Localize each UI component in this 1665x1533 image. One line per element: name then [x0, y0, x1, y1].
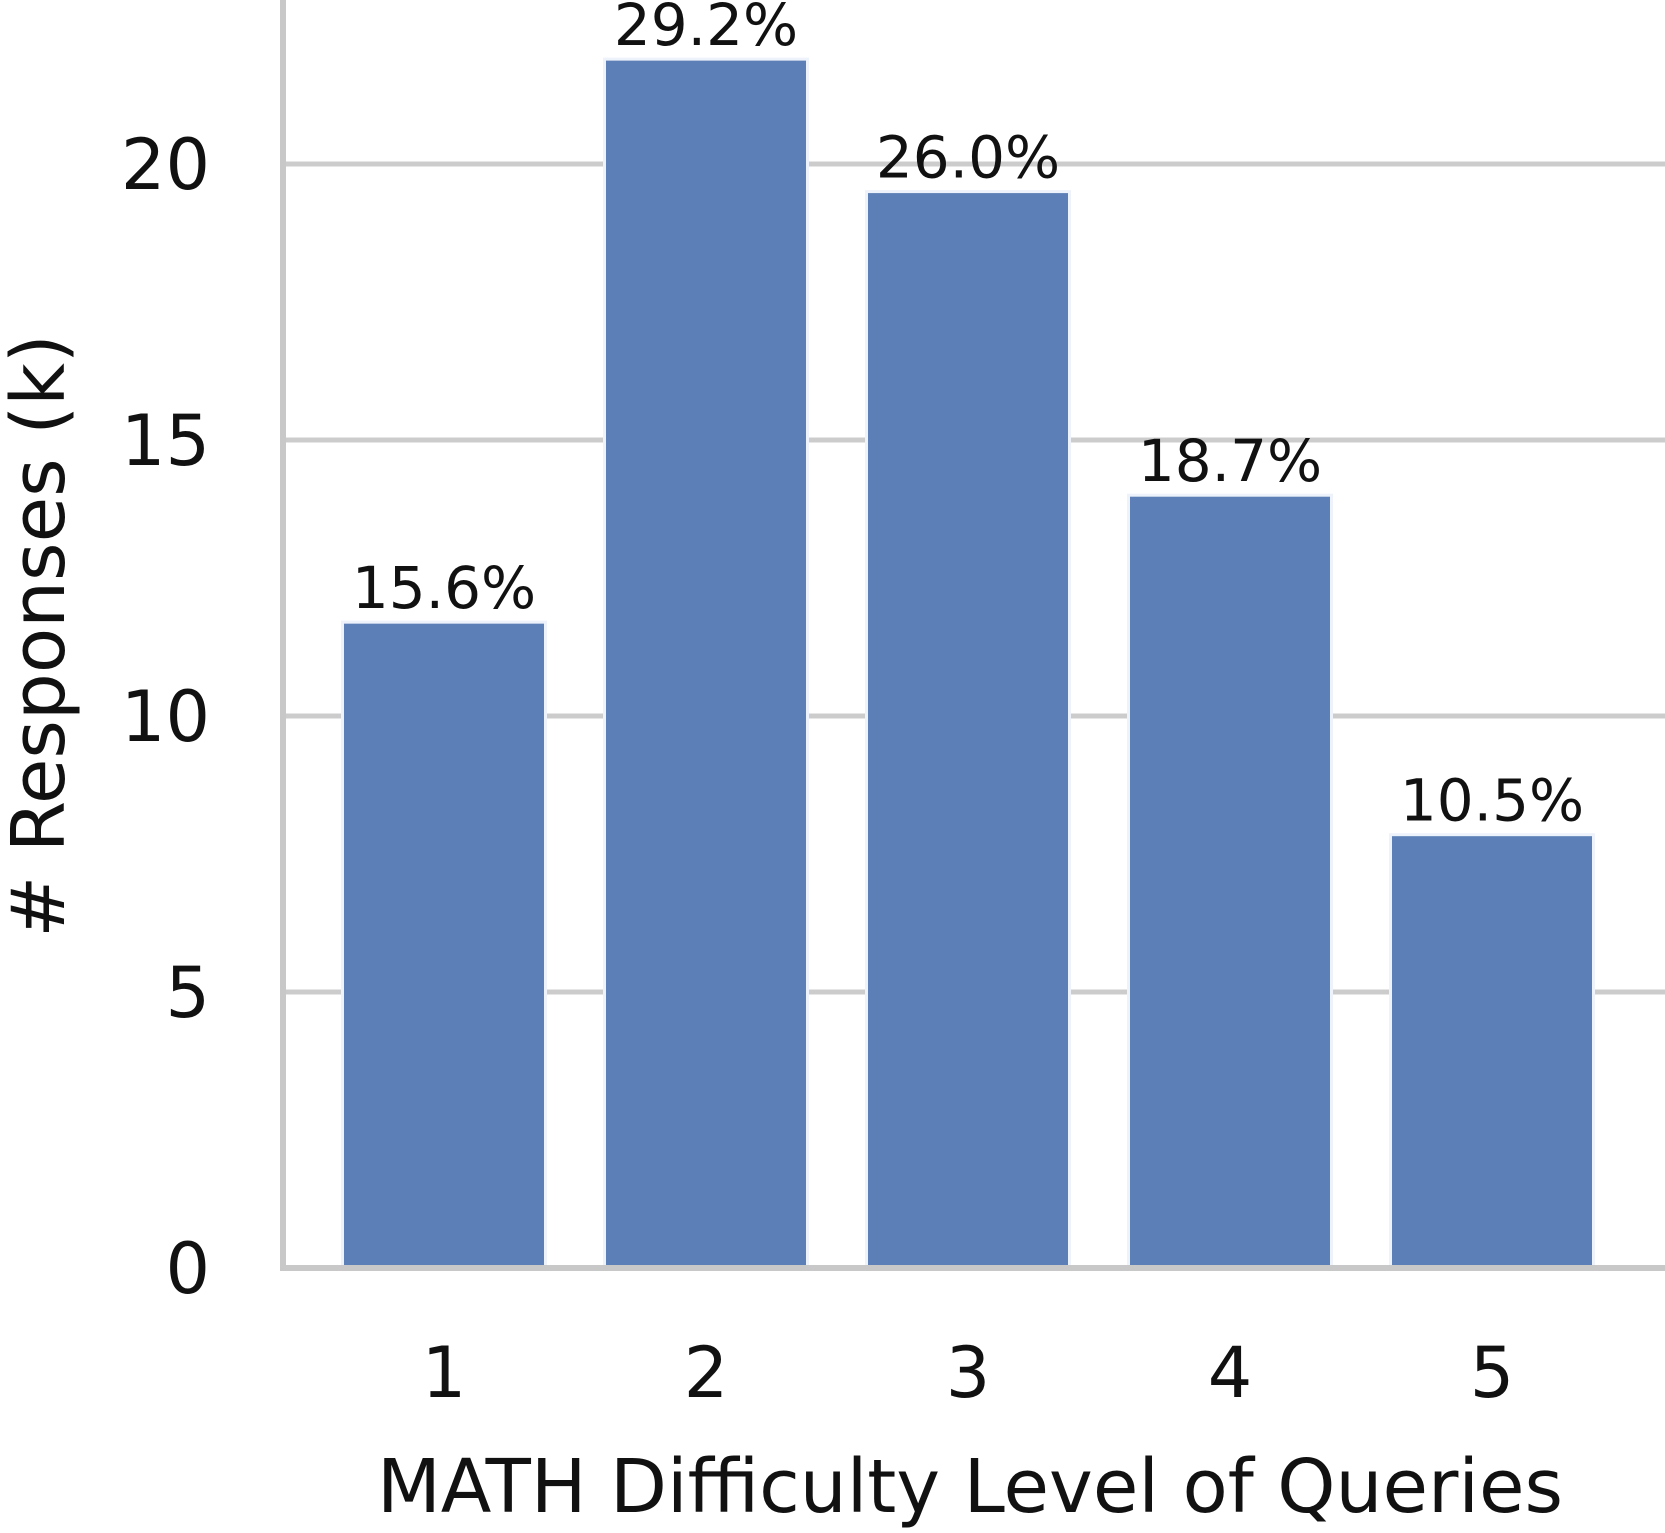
y-tick-label-15: 15: [121, 400, 210, 482]
data-label-5: 10.5%: [1400, 767, 1584, 835]
data-labels: 15.6% 29.2% 26.0% 18.7% 10.5%: [352, 0, 1584, 835]
data-label-1: 15.6%: [352, 554, 536, 622]
axes: [280, 0, 1665, 1271]
data-label-3: 26.0%: [876, 124, 1060, 192]
y-tick-labels: 0 5 10 15 20: [121, 124, 210, 1310]
data-label-2: 29.2%: [614, 0, 798, 59]
x-tick-label-4: 4: [1208, 1332, 1253, 1414]
bar-5: [1389, 833, 1595, 1270]
bar-2: [603, 57, 809, 1270]
x-axis-title: MATH Difficulty Level of Queries: [377, 1444, 1563, 1529]
bar-3: [865, 190, 1071, 1270]
x-tick-label-1: 1: [422, 1332, 467, 1414]
bars: [341, 57, 1595, 1270]
bar-1: [341, 620, 547, 1270]
y-tick-label-5: 5: [165, 952, 210, 1034]
y-tick-label-20: 20: [121, 124, 210, 206]
x-tick-label-5: 5: [1470, 1332, 1515, 1414]
y-tick-label-0: 0: [165, 1228, 210, 1310]
y-axis-title: # Responses (k): [0, 334, 82, 938]
x-tick-labels: 1 2 3 4 5: [422, 1332, 1515, 1414]
x-tick-label-3: 3: [946, 1332, 991, 1414]
bar-4: [1127, 493, 1333, 1270]
x-tick-label-2: 2: [684, 1332, 729, 1414]
data-label-4: 18.7%: [1138, 427, 1322, 495]
y-tick-label-10: 10: [121, 676, 210, 758]
